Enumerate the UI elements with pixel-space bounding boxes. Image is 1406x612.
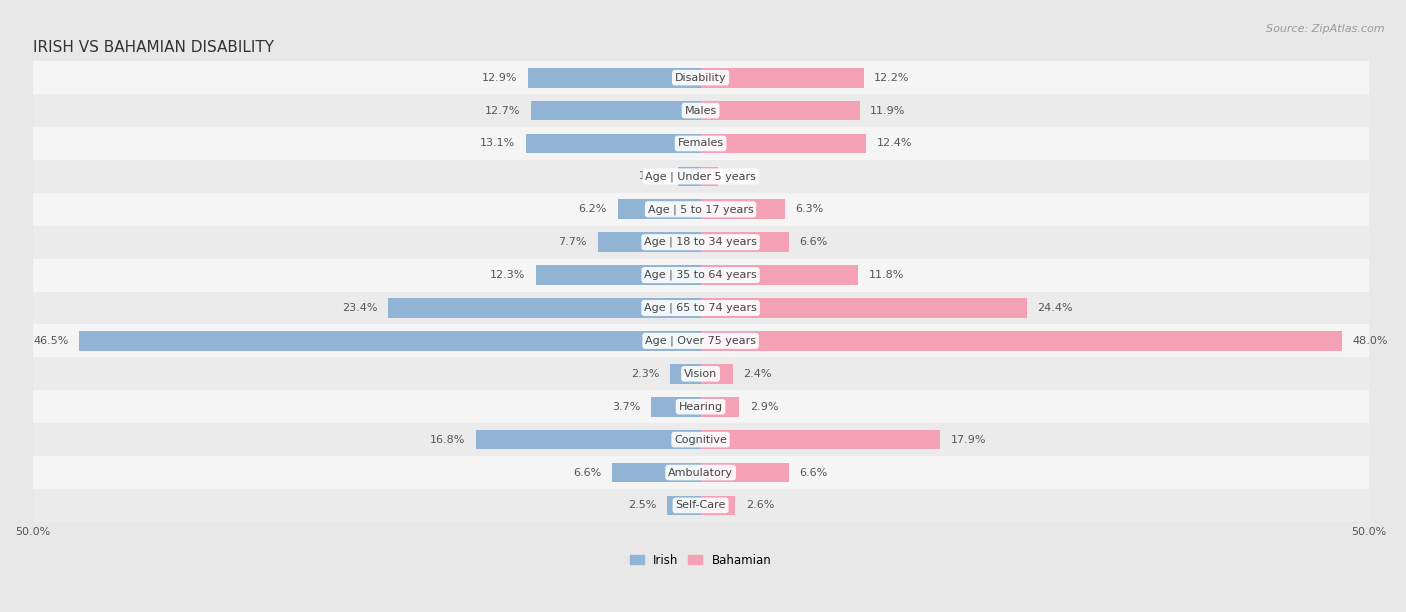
- Text: Hearing: Hearing: [679, 401, 723, 412]
- Text: Females: Females: [678, 138, 724, 149]
- Text: Vision: Vision: [683, 369, 717, 379]
- Text: Age | Under 5 years: Age | Under 5 years: [645, 171, 756, 182]
- Bar: [79, 331, 700, 351]
- Text: 13.1%: 13.1%: [479, 138, 515, 149]
- Bar: [526, 133, 700, 154]
- Text: 1.7%: 1.7%: [638, 171, 668, 181]
- Text: 12.3%: 12.3%: [491, 270, 526, 280]
- Text: Age | 5 to 17 years: Age | 5 to 17 years: [648, 204, 754, 215]
- Text: 2.3%: 2.3%: [631, 369, 659, 379]
- Bar: [617, 200, 700, 219]
- Bar: [6, 456, 1395, 489]
- Text: 12.7%: 12.7%: [485, 105, 520, 116]
- Text: Age | Over 75 years: Age | Over 75 years: [645, 335, 756, 346]
- Bar: [700, 101, 859, 121]
- Text: 2.9%: 2.9%: [749, 401, 779, 412]
- Text: 2.6%: 2.6%: [747, 501, 775, 510]
- Bar: [669, 364, 700, 384]
- Text: 24.4%: 24.4%: [1038, 303, 1073, 313]
- Text: 17.9%: 17.9%: [950, 435, 986, 444]
- Text: 3.7%: 3.7%: [612, 401, 641, 412]
- Bar: [700, 265, 858, 285]
- Text: 1.3%: 1.3%: [728, 171, 756, 181]
- Text: 48.0%: 48.0%: [1353, 336, 1388, 346]
- Bar: [6, 423, 1395, 456]
- Bar: [6, 61, 1395, 94]
- Text: Age | 18 to 34 years: Age | 18 to 34 years: [644, 237, 756, 247]
- Text: Disability: Disability: [675, 73, 727, 83]
- Bar: [6, 127, 1395, 160]
- Bar: [700, 496, 735, 515]
- Bar: [668, 496, 700, 515]
- Bar: [651, 397, 700, 417]
- Text: 6.6%: 6.6%: [800, 237, 828, 247]
- Bar: [700, 68, 863, 88]
- Text: Age | 35 to 64 years: Age | 35 to 64 years: [644, 270, 756, 280]
- Bar: [700, 463, 789, 482]
- Bar: [6, 94, 1395, 127]
- Text: Source: ZipAtlas.com: Source: ZipAtlas.com: [1267, 24, 1385, 34]
- Bar: [700, 331, 1341, 351]
- Text: 2.5%: 2.5%: [628, 501, 657, 510]
- Text: Males: Males: [685, 105, 717, 116]
- Bar: [613, 463, 700, 482]
- Bar: [6, 160, 1395, 193]
- Bar: [700, 233, 789, 252]
- Text: 12.4%: 12.4%: [877, 138, 912, 149]
- Text: 12.2%: 12.2%: [875, 73, 910, 83]
- Bar: [536, 265, 700, 285]
- Bar: [598, 233, 700, 252]
- Bar: [700, 166, 718, 186]
- Bar: [6, 357, 1395, 390]
- Text: Ambulatory: Ambulatory: [668, 468, 733, 477]
- Text: 6.6%: 6.6%: [800, 468, 828, 477]
- Text: Cognitive: Cognitive: [673, 435, 727, 444]
- Bar: [700, 364, 733, 384]
- Bar: [700, 200, 785, 219]
- Bar: [700, 133, 866, 154]
- Bar: [6, 324, 1395, 357]
- Text: 12.9%: 12.9%: [482, 73, 517, 83]
- Text: Self-Care: Self-Care: [675, 501, 725, 510]
- Bar: [6, 259, 1395, 291]
- Bar: [700, 397, 740, 417]
- Bar: [6, 226, 1395, 259]
- Text: IRISH VS BAHAMIAN DISABILITY: IRISH VS BAHAMIAN DISABILITY: [32, 40, 274, 54]
- Text: 23.4%: 23.4%: [342, 303, 377, 313]
- Legend: Irish, Bahamian: Irish, Bahamian: [626, 549, 776, 571]
- Text: 46.5%: 46.5%: [34, 336, 69, 346]
- Text: 2.4%: 2.4%: [744, 369, 772, 379]
- Text: 11.9%: 11.9%: [870, 105, 905, 116]
- Text: Age | 65 to 74 years: Age | 65 to 74 years: [644, 303, 756, 313]
- Bar: [6, 390, 1395, 423]
- Text: 7.7%: 7.7%: [558, 237, 588, 247]
- Bar: [529, 68, 700, 88]
- Text: 6.3%: 6.3%: [796, 204, 824, 214]
- Text: 16.8%: 16.8%: [430, 435, 465, 444]
- Bar: [700, 430, 939, 449]
- Bar: [6, 291, 1395, 324]
- Bar: [678, 166, 700, 186]
- Text: 6.6%: 6.6%: [574, 468, 602, 477]
- Bar: [531, 101, 700, 121]
- Bar: [6, 193, 1395, 226]
- Text: 11.8%: 11.8%: [869, 270, 904, 280]
- Bar: [388, 298, 700, 318]
- Bar: [700, 298, 1026, 318]
- Bar: [477, 430, 700, 449]
- Text: 6.2%: 6.2%: [579, 204, 607, 214]
- Bar: [6, 489, 1395, 522]
